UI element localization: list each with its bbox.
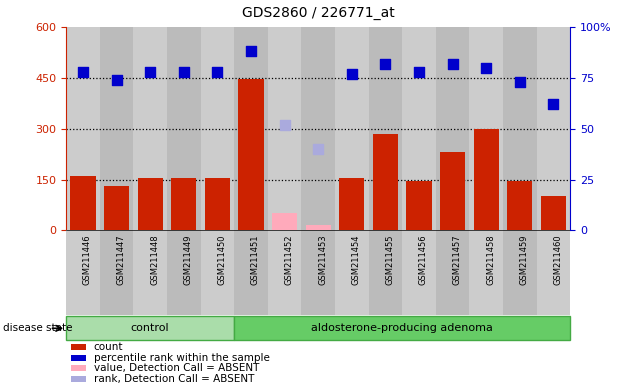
Point: [381, 60, 391, 66]
Bar: [541, 197, 566, 230]
Text: GSM211455: GSM211455: [386, 235, 394, 285]
Bar: [234, 27, 268, 230]
Bar: [200, 27, 234, 230]
Text: GSM211446: GSM211446: [83, 235, 92, 285]
Bar: [200, 230, 234, 315]
Bar: [205, 178, 230, 230]
Point: [212, 69, 222, 75]
Bar: [440, 152, 465, 230]
Bar: [537, 230, 570, 315]
Text: GSM211448: GSM211448: [150, 235, 159, 285]
Bar: [71, 344, 86, 350]
Text: GSM211452: GSM211452: [285, 235, 294, 285]
Bar: [369, 230, 402, 315]
Point: [313, 146, 323, 152]
Bar: [71, 365, 86, 371]
Text: value, Detection Call = ABSENT: value, Detection Call = ABSENT: [94, 363, 260, 373]
Bar: [71, 355, 86, 361]
Bar: [436, 230, 469, 315]
Text: GSM211453: GSM211453: [318, 235, 327, 285]
Point: [548, 101, 558, 107]
Bar: [71, 176, 96, 230]
Bar: [104, 186, 129, 230]
Point: [481, 65, 491, 71]
Bar: [268, 230, 301, 315]
Point: [246, 48, 256, 55]
Bar: [469, 230, 503, 315]
Bar: [100, 27, 134, 230]
Bar: [335, 27, 369, 230]
Bar: [537, 27, 570, 230]
Point: [414, 69, 424, 75]
Text: GSM211450: GSM211450: [217, 235, 226, 285]
Text: GSM211451: GSM211451: [251, 235, 260, 285]
Text: aldosterone-producing adenoma: aldosterone-producing adenoma: [311, 323, 493, 333]
Bar: [66, 27, 100, 230]
Bar: [373, 134, 398, 230]
Point: [78, 69, 88, 75]
Point: [280, 121, 290, 127]
Bar: [66, 230, 100, 315]
Bar: [301, 27, 335, 230]
Bar: [503, 230, 537, 315]
Text: count: count: [94, 342, 123, 352]
Text: GSM211458: GSM211458: [486, 235, 495, 285]
Bar: [238, 79, 263, 230]
Bar: [272, 214, 297, 230]
Bar: [469, 27, 503, 230]
Bar: [436, 27, 469, 230]
Text: control: control: [131, 323, 169, 333]
Bar: [402, 230, 436, 315]
Bar: [234, 316, 570, 340]
Bar: [406, 181, 432, 230]
Text: disease state: disease state: [3, 323, 72, 333]
Bar: [335, 230, 369, 315]
Bar: [137, 178, 163, 230]
Bar: [234, 230, 268, 315]
Text: GSM211460: GSM211460: [553, 235, 563, 285]
Bar: [474, 129, 499, 230]
Text: GDS2860 / 226771_at: GDS2860 / 226771_at: [242, 6, 394, 20]
Bar: [134, 230, 167, 315]
Text: GSM211447: GSM211447: [117, 235, 125, 285]
Bar: [339, 178, 364, 230]
Point: [515, 79, 525, 85]
Text: GSM211454: GSM211454: [352, 235, 361, 285]
Bar: [171, 178, 197, 230]
Text: GSM211457: GSM211457: [452, 235, 462, 285]
Bar: [306, 225, 331, 230]
Bar: [402, 27, 436, 230]
Point: [447, 60, 457, 66]
Bar: [503, 27, 537, 230]
Text: GSM211459: GSM211459: [520, 235, 529, 285]
Bar: [71, 376, 86, 382]
Point: [179, 69, 189, 75]
Bar: [100, 230, 134, 315]
Bar: [369, 27, 402, 230]
Bar: [66, 316, 234, 340]
Bar: [134, 27, 167, 230]
Point: [346, 71, 357, 77]
Text: rank, Detection Call = ABSENT: rank, Detection Call = ABSENT: [94, 374, 255, 384]
Text: percentile rank within the sample: percentile rank within the sample: [94, 353, 270, 362]
Bar: [167, 27, 200, 230]
Point: [145, 69, 155, 75]
Bar: [268, 27, 301, 230]
Text: GSM211456: GSM211456: [419, 235, 428, 285]
Bar: [507, 181, 532, 230]
Point: [112, 77, 122, 83]
Bar: [301, 230, 335, 315]
Text: GSM211449: GSM211449: [184, 235, 193, 285]
Bar: [167, 230, 200, 315]
